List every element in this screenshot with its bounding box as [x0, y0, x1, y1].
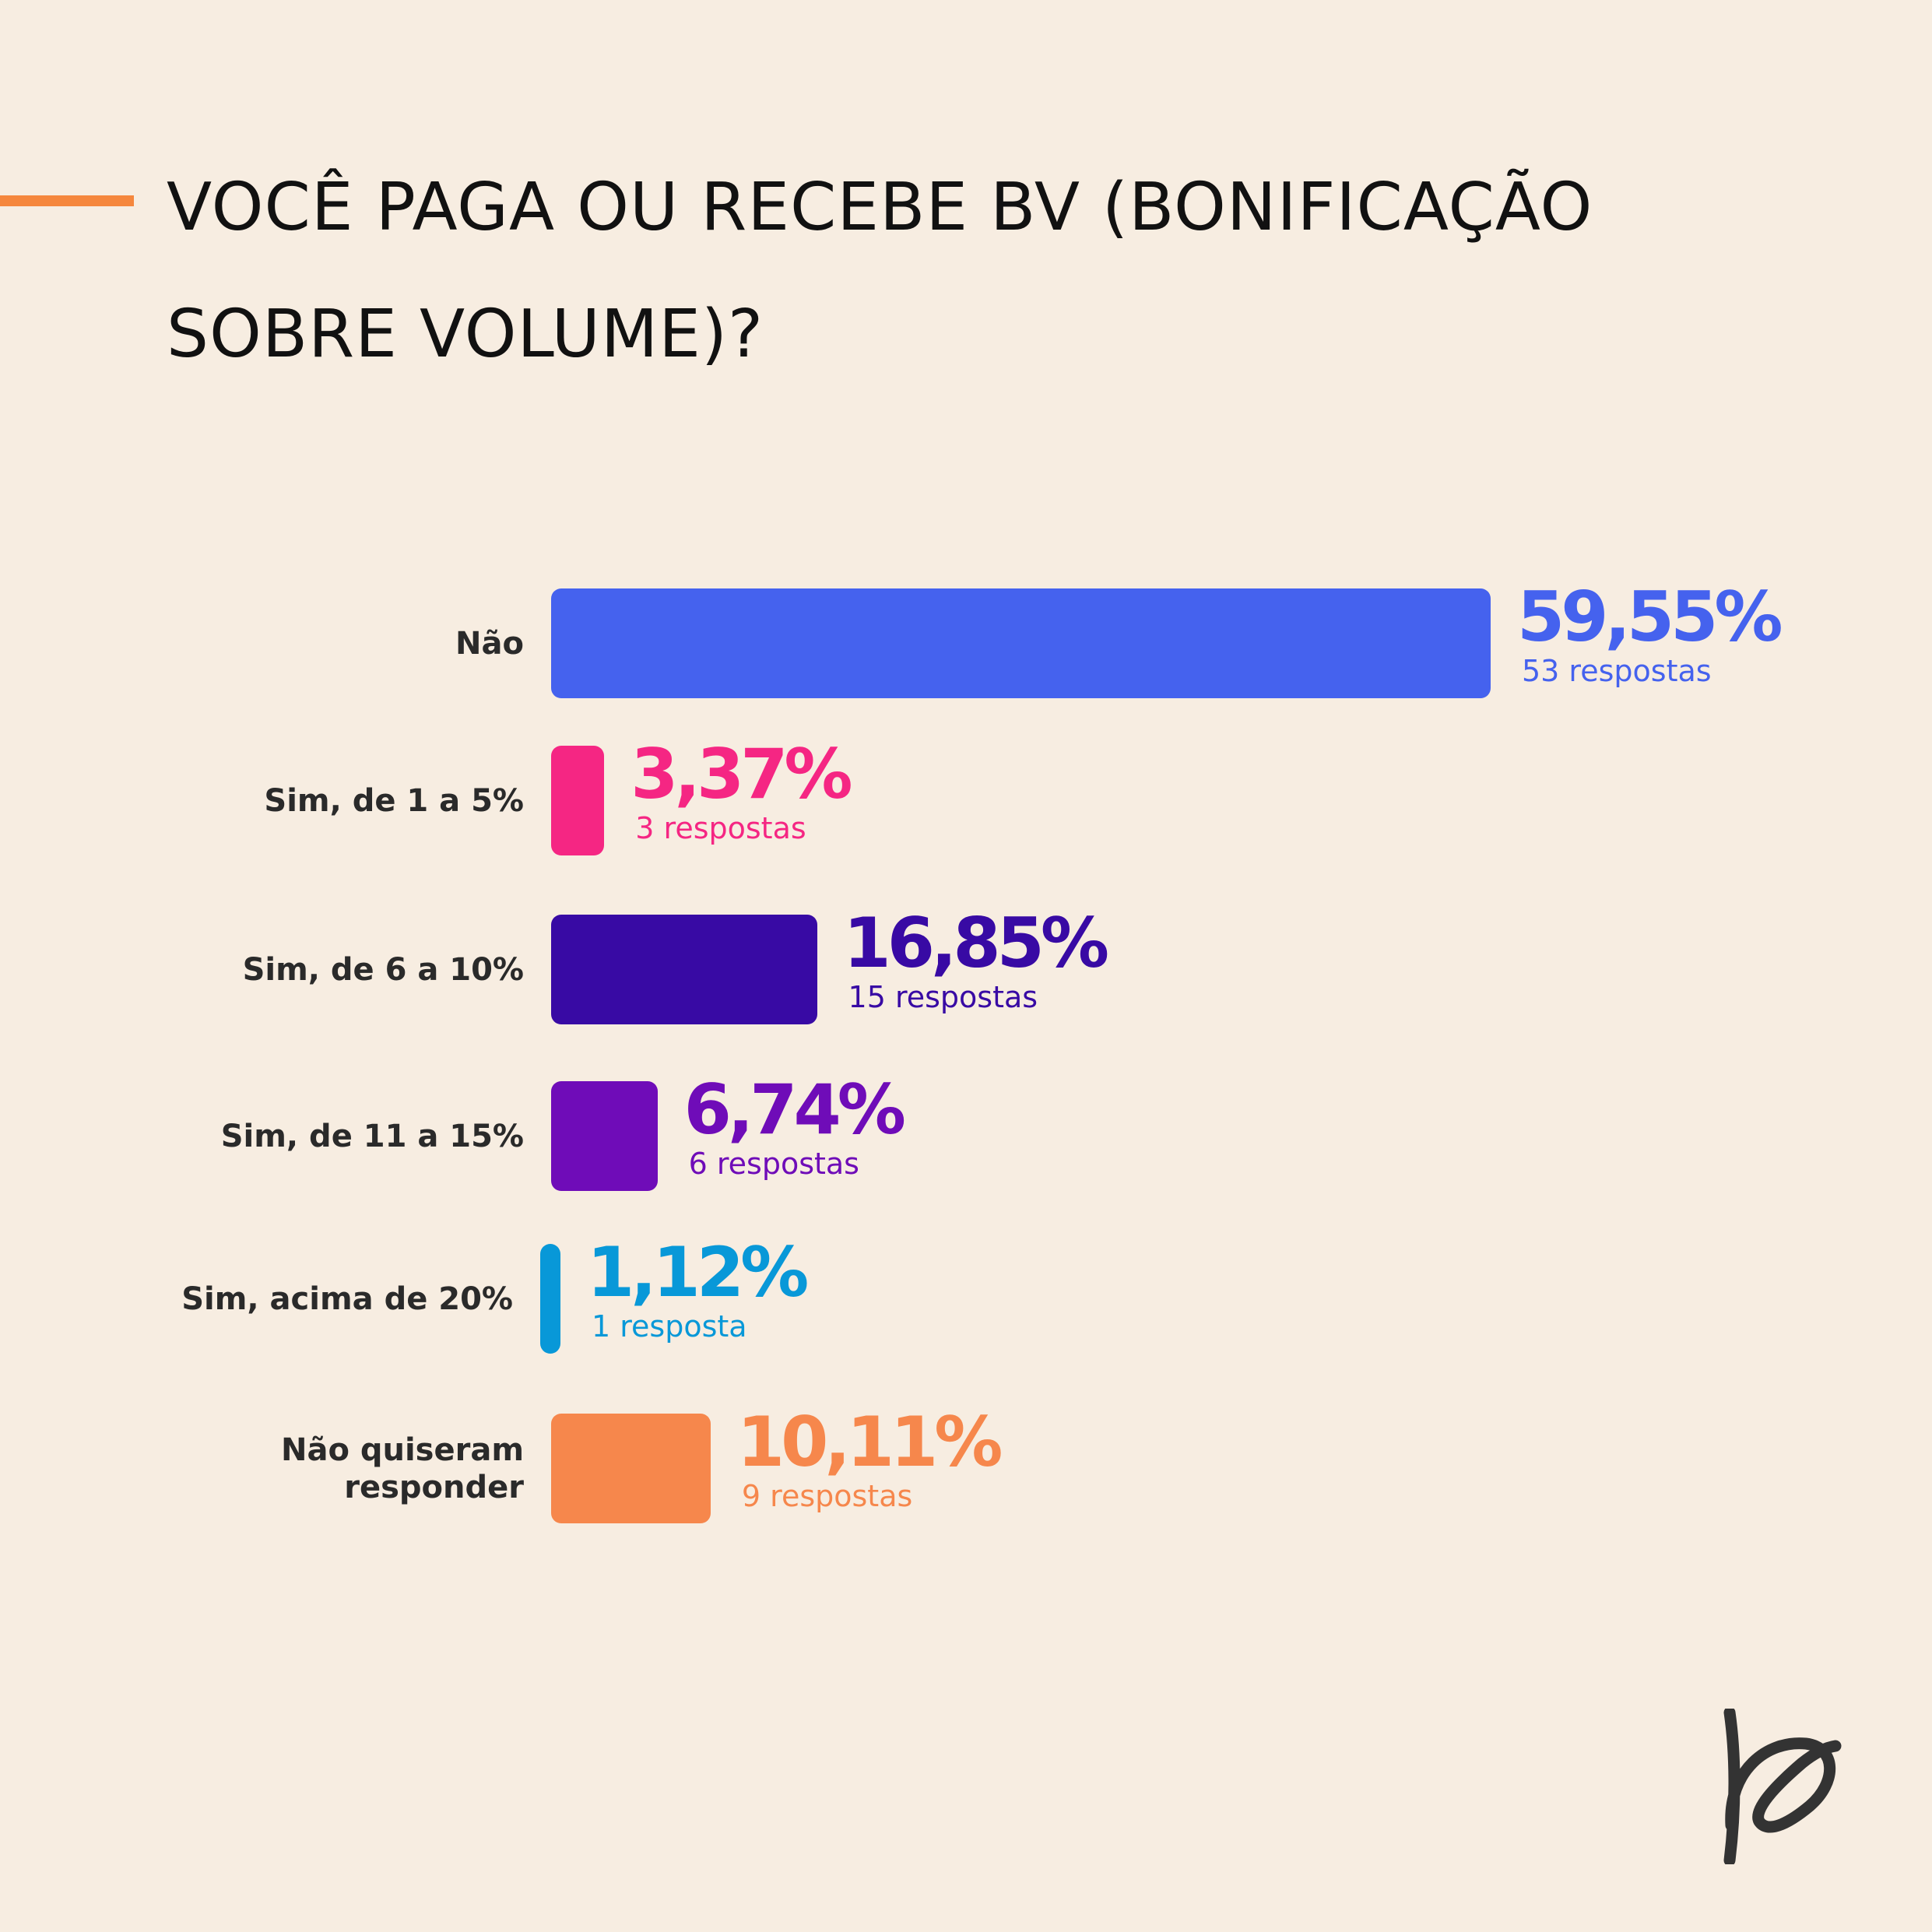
count-label: 9 respostas — [741, 1479, 913, 1513]
value-label: 10,11% — [736, 1402, 1003, 1482]
bar — [551, 746, 605, 855]
value-label: 16,85% — [843, 903, 1110, 983]
category-label: Sim, de 6 a 10% — [242, 951, 524, 988]
category-label: Não — [455, 625, 524, 662]
accent-line — [0, 195, 134, 206]
brand-logo — [1723, 1709, 1842, 1864]
value-label: 6,74% — [683, 1070, 906, 1150]
value-label: 1,12% — [587, 1232, 809, 1312]
count-label: 3 respostas — [635, 811, 806, 845]
category-label: Sim, de 11 a 15% — [220, 1118, 524, 1154]
count-label: 6 respostas — [688, 1147, 859, 1181]
count-label: 53 respostas — [1522, 654, 1712, 688]
count-label: 15 respostas — [848, 980, 1038, 1014]
bar — [540, 1244, 560, 1354]
value-label: 59,55% — [1517, 577, 1783, 657]
count-label: 1 resposta — [592, 1309, 747, 1344]
category-label: Não quiseram responder — [280, 1431, 524, 1505]
bar — [551, 1081, 658, 1191]
bar — [551, 588, 1491, 698]
category-label: Sim, de 1 a 5% — [264, 782, 524, 819]
value-label: 3,37% — [631, 734, 852, 814]
bar — [551, 1414, 711, 1523]
bar — [551, 915, 817, 1024]
category-label: Sim, acima de 20% — [181, 1280, 513, 1317]
title-line-2: SOBRE VOLUME)? — [167, 296, 764, 373]
chart-title: VOCÊ PAGA OU RECEBE BV (BONIFICAÇÃO SOBR… — [167, 144, 1801, 398]
title-line-1: VOCÊ PAGA OU RECEBE BV (BONIFICAÇÃO — [167, 169, 1593, 246]
